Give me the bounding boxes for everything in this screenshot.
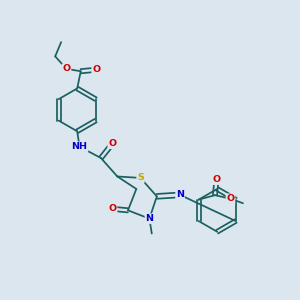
Text: N: N [146, 214, 153, 223]
Text: O: O [212, 175, 220, 184]
Text: O: O [92, 65, 100, 74]
Text: N: N [176, 190, 184, 200]
Text: O: O [62, 64, 70, 74]
Text: O: O [226, 194, 235, 203]
Text: NH: NH [72, 142, 88, 151]
Text: O: O [108, 139, 116, 148]
Text: S: S [137, 173, 144, 182]
Text: O: O [109, 204, 117, 213]
